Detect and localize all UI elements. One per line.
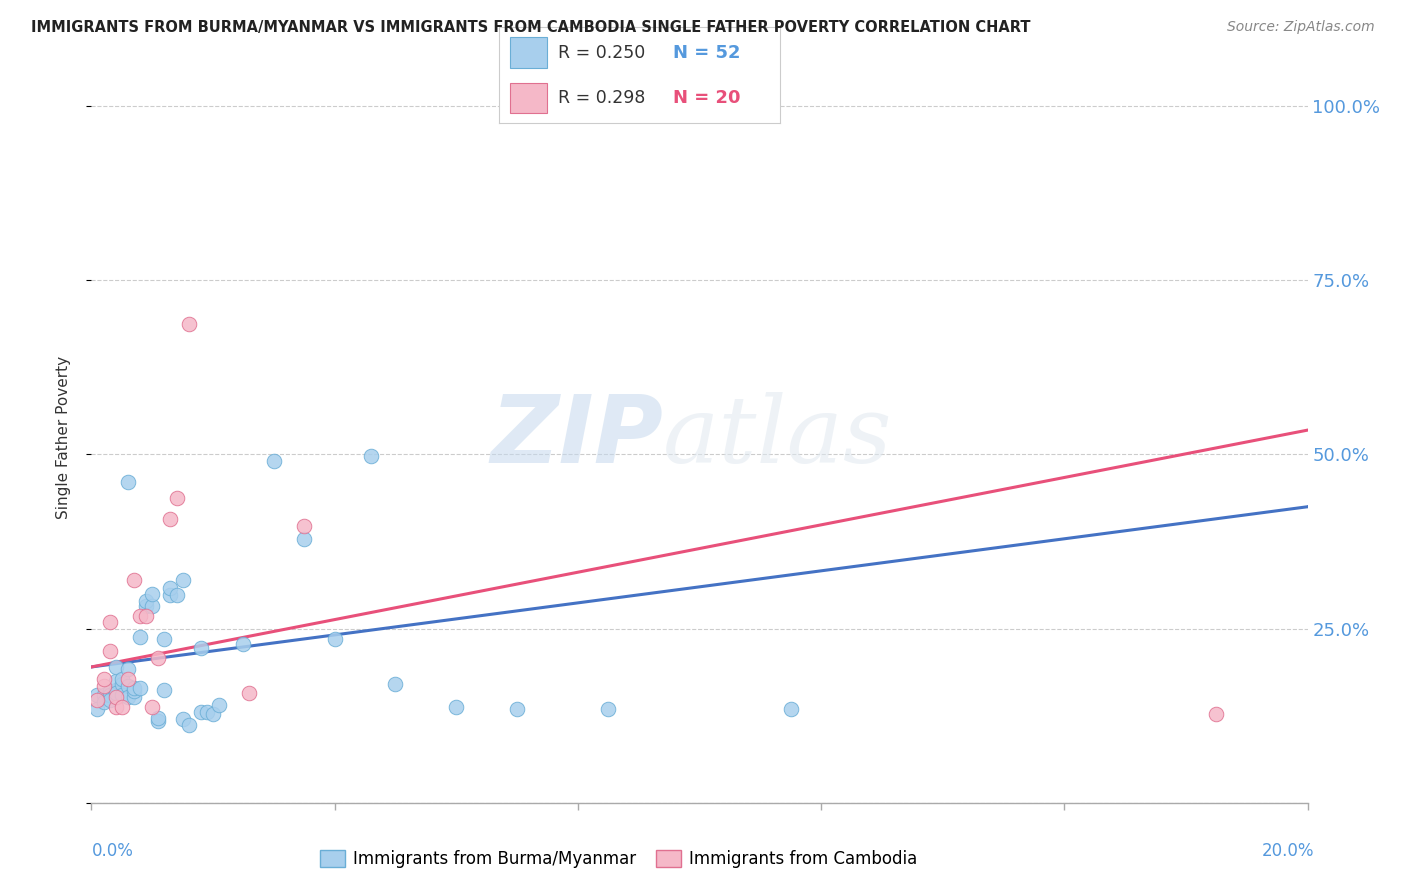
Point (263, 454, 285, 468)
Point (104, 686, 127, 700)
Point (166, 491, 188, 505)
Point (148, 711, 170, 725)
FancyBboxPatch shape (510, 37, 547, 68)
Point (98, 615, 121, 629)
Y-axis label: Single Father Poverty: Single Father Poverty (56, 356, 70, 518)
Text: ZIP: ZIP (491, 391, 664, 483)
Point (238, 686, 260, 700)
Text: 20.0%: 20.0% (1263, 842, 1315, 860)
Point (93, 688, 115, 702)
Point (202, 706, 225, 721)
Point (177, 317, 200, 331)
Point (111, 688, 134, 702)
Point (86, 688, 108, 702)
Point (195, 705, 218, 719)
Point (129, 681, 152, 695)
Point (292, 533, 315, 547)
Point (122, 573, 145, 587)
Point (292, 518, 315, 533)
Point (111, 699, 134, 714)
Point (159, 581, 181, 595)
Text: N = 52: N = 52 (673, 44, 741, 62)
Point (104, 682, 127, 697)
Point (117, 662, 139, 676)
Point (598, 702, 620, 716)
Point (86, 702, 108, 716)
Point (135, 599, 157, 614)
Point (444, 699, 467, 714)
FancyBboxPatch shape (510, 83, 547, 113)
Point (117, 679, 139, 693)
Point (232, 637, 254, 651)
Text: R = 0.298: R = 0.298 (558, 89, 645, 107)
Point (129, 609, 152, 624)
Point (153, 632, 176, 646)
Point (104, 673, 127, 688)
Point (166, 588, 188, 602)
Text: 0.0%: 0.0% (91, 842, 134, 860)
Point (111, 677, 134, 691)
Point (111, 672, 134, 686)
Point (360, 449, 382, 463)
Point (190, 705, 212, 719)
Point (104, 690, 127, 704)
Point (98, 692, 121, 706)
Point (190, 641, 212, 656)
Point (98, 684, 121, 698)
Text: atlas: atlas (664, 392, 893, 482)
Point (153, 682, 176, 697)
Point (384, 677, 406, 691)
Point (117, 672, 139, 686)
Point (117, 690, 139, 704)
Point (506, 702, 529, 716)
Point (129, 630, 152, 644)
Text: N = 20: N = 20 (673, 89, 741, 107)
Text: Source: ZipAtlas.com: Source: ZipAtlas.com (1227, 20, 1375, 34)
Point (93, 672, 115, 686)
Point (117, 475, 139, 490)
Point (98, 688, 121, 702)
Point (98, 644, 121, 658)
Legend: Immigrants from Burma/Myanmar, Immigrants from Cambodia: Immigrants from Burma/Myanmar, Immigrant… (314, 843, 924, 875)
Point (93, 679, 115, 693)
Point (122, 684, 145, 698)
Point (148, 651, 170, 665)
Point (172, 573, 194, 587)
Point (172, 712, 194, 726)
Text: R = 0.250: R = 0.250 (558, 44, 645, 62)
Point (141, 587, 163, 601)
Point (86, 692, 108, 706)
Point (779, 702, 801, 716)
Point (177, 718, 200, 732)
Point (141, 699, 163, 714)
Point (135, 594, 157, 608)
Point (122, 681, 145, 695)
Point (323, 632, 346, 646)
Point (93, 695, 115, 709)
Point (159, 588, 181, 602)
Point (1205, 706, 1227, 721)
Point (208, 698, 231, 713)
Point (141, 599, 163, 614)
Text: IMMIGRANTS FROM BURMA/MYANMAR VS IMMIGRANTS FROM CAMBODIA SINGLE FATHER POVERTY : IMMIGRANTS FROM BURMA/MYANMAR VS IMMIGRA… (31, 20, 1031, 35)
Point (159, 511, 181, 525)
Point (104, 660, 127, 674)
Point (104, 699, 127, 714)
Point (135, 609, 157, 624)
Point (148, 714, 170, 728)
Point (122, 690, 145, 704)
